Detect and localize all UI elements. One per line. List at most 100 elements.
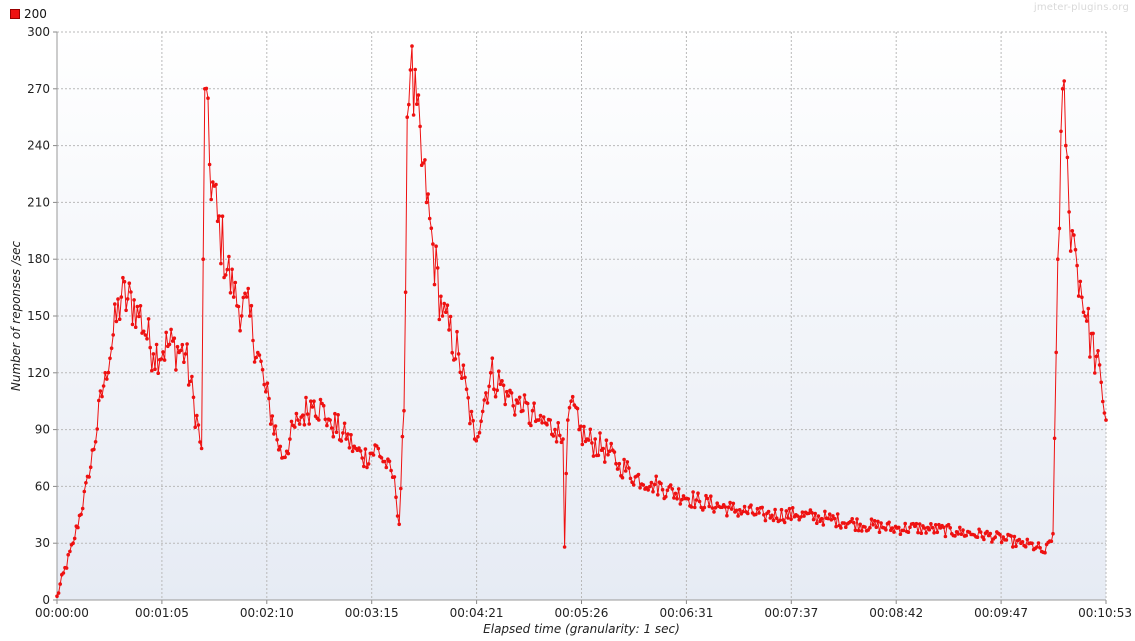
data-point <box>191 395 196 400</box>
grid <box>57 31 1107 600</box>
data-point <box>109 346 114 351</box>
data-point <box>566 418 570 422</box>
data-point <box>304 395 308 400</box>
data-point <box>116 297 120 301</box>
data-point <box>868 525 872 530</box>
data-point <box>1065 155 1070 160</box>
data-point <box>1056 257 1060 262</box>
data-point <box>252 360 257 364</box>
data-point <box>860 529 864 533</box>
data-point <box>538 413 543 418</box>
data-point <box>853 528 858 532</box>
data-point <box>689 505 694 509</box>
data-point <box>551 434 556 438</box>
data-point <box>236 304 241 309</box>
data-point <box>169 327 173 332</box>
data-point <box>434 244 438 248</box>
data-point <box>84 481 88 485</box>
data-point <box>190 374 194 379</box>
data-point <box>898 532 903 536</box>
data-point <box>980 535 985 539</box>
data-point <box>1078 279 1083 284</box>
data-point <box>710 506 715 510</box>
data-point <box>442 301 447 306</box>
data-point <box>799 515 803 519</box>
data-point <box>570 394 575 399</box>
data-point <box>577 427 581 432</box>
data-point <box>1099 380 1103 385</box>
data-point <box>760 505 764 510</box>
data-point <box>360 456 365 460</box>
data-point <box>713 505 718 510</box>
data-point <box>108 356 112 361</box>
data-point <box>1038 546 1042 550</box>
data-point <box>262 382 267 387</box>
data-point <box>757 511 761 515</box>
data-point <box>746 511 750 516</box>
data-point <box>230 267 234 272</box>
data-point <box>937 522 941 527</box>
data-point <box>366 462 371 466</box>
y-tick-label: 30 <box>35 536 50 550</box>
data-point <box>641 483 646 487</box>
data-point <box>562 545 567 549</box>
y-axis-title: Number of reponses /sec <box>9 240 23 391</box>
data-point <box>537 418 541 422</box>
data-point <box>1012 534 1017 539</box>
data-point <box>1101 399 1105 404</box>
data-point <box>371 453 376 457</box>
data-point <box>199 446 204 451</box>
tick-labels: 0 30 60 90 120 150 180 210 240 270 300 00:00:00 00:0… <box>27 25 1132 620</box>
data-point <box>606 452 610 457</box>
y-tick-label: 270 <box>27 82 50 96</box>
data-point <box>935 530 940 535</box>
data-point <box>272 432 276 436</box>
data-point <box>435 266 440 270</box>
data-point <box>448 314 453 319</box>
data-point <box>283 455 287 460</box>
data-point <box>379 456 384 460</box>
data-point <box>887 520 891 525</box>
data-point <box>56 591 61 595</box>
data-point <box>842 521 846 525</box>
data-point <box>61 571 66 575</box>
data-point <box>1059 129 1063 134</box>
data-point <box>310 405 315 409</box>
data-point <box>273 424 278 428</box>
data-point <box>532 401 536 406</box>
data-point <box>318 397 323 402</box>
data-point <box>127 281 132 286</box>
data-point <box>852 520 856 525</box>
data-point <box>334 430 339 435</box>
data-point <box>329 426 334 430</box>
data-point <box>98 389 103 393</box>
data-point <box>64 566 69 570</box>
data-point <box>627 466 631 470</box>
data-point <box>453 357 458 361</box>
data-point <box>444 310 448 315</box>
data-point <box>631 483 636 487</box>
data-point <box>797 517 801 522</box>
y-tick-label: 90 <box>35 423 50 437</box>
data-point <box>325 423 329 428</box>
data-point <box>211 180 215 184</box>
data-point <box>156 371 160 376</box>
data-point <box>389 468 393 473</box>
data-point <box>924 531 928 535</box>
data-point <box>497 369 501 374</box>
data-point <box>1084 319 1089 323</box>
data-point <box>998 532 1002 537</box>
y-tick-label: 120 <box>27 366 50 380</box>
data-point <box>402 408 406 413</box>
data-point <box>736 514 740 518</box>
data-point <box>450 350 455 355</box>
data-point <box>276 448 281 452</box>
data-point <box>556 421 560 425</box>
data-point <box>959 532 964 536</box>
data-point <box>92 447 96 452</box>
data-point <box>1088 355 1092 359</box>
data-point <box>614 461 618 466</box>
y-tick-label: 240 <box>27 139 50 153</box>
data-point <box>569 399 573 404</box>
